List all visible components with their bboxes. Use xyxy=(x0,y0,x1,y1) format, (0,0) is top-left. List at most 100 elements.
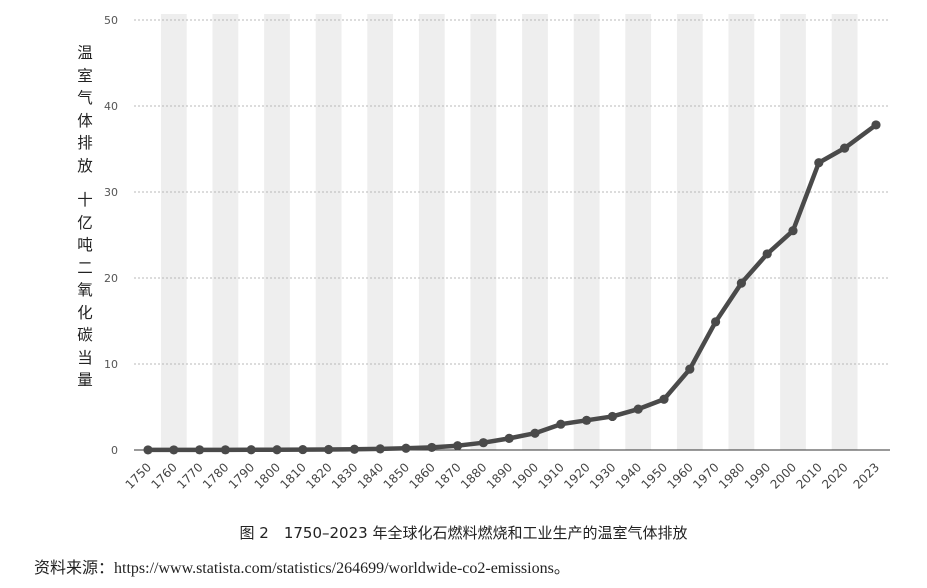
data-point xyxy=(633,404,643,414)
background-band xyxy=(315,14,342,450)
background-band xyxy=(676,14,703,450)
y-tick-label: 40 xyxy=(104,100,118,113)
x-tick-label: 1820 xyxy=(303,460,334,491)
source-note: 资料来源：https://www.statista.com/statistics… xyxy=(34,560,570,577)
y-axis-label-char: 排 xyxy=(77,134,93,152)
x-tick-label: 1940 xyxy=(613,460,644,491)
y-axis-label: 温室气体排放 十亿吨二氧化碳当量 xyxy=(70,42,100,392)
x-tick-label: 2010 xyxy=(793,460,824,491)
x-tick-label: 1790 xyxy=(226,460,257,491)
data-point xyxy=(169,445,179,455)
background-band xyxy=(625,14,652,450)
y-axis-ticks: 0 10 20 30 40 50 xyxy=(104,14,118,457)
data-point xyxy=(298,444,308,455)
data-point xyxy=(195,445,205,455)
x-tick-label: 1980 xyxy=(716,460,747,491)
y-axis-label-char: 量 xyxy=(77,371,93,389)
series-line xyxy=(148,123,878,453)
background-band xyxy=(264,14,290,450)
y-tick-label: 0 xyxy=(111,444,118,457)
x-tick-label: 1870 xyxy=(432,460,463,491)
background-band xyxy=(212,14,239,450)
figure-caption: 图 2 1750–2023 年全球化石燃料燃烧和工业生产的温室气体排放 xyxy=(239,524,688,542)
x-tick-label: 1880 xyxy=(458,460,489,491)
y-axis-label-char: 当 xyxy=(77,348,93,367)
y-axis-label-char: 吨 xyxy=(77,236,93,254)
y-axis-label-char: 二 xyxy=(77,258,93,277)
data-point xyxy=(840,143,850,153)
x-tick-label: 1770 xyxy=(174,460,205,491)
y-axis-label-char: 气 xyxy=(77,89,93,107)
x-tick-label: 1970 xyxy=(690,460,721,491)
data-point xyxy=(401,443,411,453)
data-point xyxy=(220,445,230,455)
y-axis-label-char: 十 xyxy=(77,191,93,209)
data-point xyxy=(324,444,334,455)
background-band xyxy=(470,14,497,450)
background-bands xyxy=(160,14,858,450)
y-axis-label-char: 氧 xyxy=(77,281,93,299)
data-point xyxy=(375,444,385,454)
data-point xyxy=(143,445,153,455)
x-tick-label: 1900 xyxy=(510,460,541,491)
x-tick-label: 1950 xyxy=(639,460,670,491)
background-band xyxy=(831,14,858,450)
x-tick-label: 1850 xyxy=(381,460,412,491)
x-tick-label: 1960 xyxy=(664,460,695,491)
x-tick-label: 1760 xyxy=(148,460,179,491)
y-tick-label: 10 xyxy=(104,358,118,371)
y-axis-label-char: 放 xyxy=(77,156,93,175)
x-tick-label: 1840 xyxy=(355,460,386,491)
background-band xyxy=(522,14,548,450)
background-band xyxy=(573,14,600,450)
y-tick-label: 20 xyxy=(104,272,118,285)
y-axis-label-line-1: 温室气体排放 xyxy=(70,42,100,177)
data-point xyxy=(427,442,437,453)
y-axis-label-char: 亿 xyxy=(77,213,93,232)
gridlines xyxy=(134,19,890,365)
background-band xyxy=(728,14,755,450)
data-point xyxy=(582,415,592,425)
data-point xyxy=(504,433,514,443)
x-tick-label: 2000 xyxy=(768,460,799,491)
x-tick-label: 1750 xyxy=(123,460,154,491)
data-point xyxy=(478,438,488,448)
chart: 0 10 20 30 40 50 1750176017701780179018001810… xyxy=(104,14,890,492)
x-tick-label: 1800 xyxy=(252,460,283,491)
y-axis-label-char: 碳 xyxy=(77,326,93,344)
background-band xyxy=(418,14,445,450)
x-tick-label: 1860 xyxy=(406,460,437,491)
x-tick-label: 2020 xyxy=(819,460,850,491)
background-band xyxy=(160,14,187,450)
data-point xyxy=(607,411,618,422)
y-axis-label-char: 化 xyxy=(77,303,93,322)
data-point xyxy=(685,364,695,374)
data-point xyxy=(556,419,566,429)
x-tick-label: 1930 xyxy=(587,460,618,491)
x-tick-label: 1890 xyxy=(484,460,515,491)
data-point xyxy=(736,278,747,288)
data-point xyxy=(788,226,798,236)
x-tick-label: 1780 xyxy=(200,460,231,491)
data-point xyxy=(814,158,824,168)
x-tick-label: 2023 xyxy=(851,460,882,491)
data-point xyxy=(272,445,282,455)
data-point xyxy=(453,441,463,451)
data-point xyxy=(349,444,359,454)
data-points xyxy=(143,120,881,455)
x-axis-ticks: 1750176017701780179018001810182018301840… xyxy=(123,460,882,491)
x-tick-label: 1810 xyxy=(277,460,308,491)
x-tick-label: 1990 xyxy=(742,460,773,491)
data-point xyxy=(871,120,881,130)
data-point xyxy=(530,428,540,438)
data-point xyxy=(711,317,721,327)
data-point xyxy=(659,394,669,404)
x-tick-label: 1830 xyxy=(329,460,360,491)
y-tick-label: 50 xyxy=(104,14,118,27)
data-point xyxy=(762,249,772,259)
y-axis-label-char: 室 xyxy=(77,66,93,85)
data-point xyxy=(246,445,256,455)
y-axis-label-line-2: 十亿吨二氧化碳当量 xyxy=(70,189,100,392)
y-axis-label-char: 体 xyxy=(77,111,93,130)
x-tick-label: 1910 xyxy=(535,460,566,491)
